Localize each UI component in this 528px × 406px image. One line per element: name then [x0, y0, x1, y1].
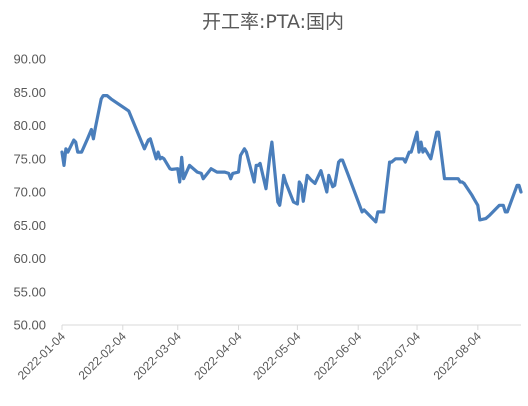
- x-tick-label: 2022-04-04: [191, 329, 245, 383]
- x-tick-label: 2022-03-04: [131, 329, 185, 383]
- series-line: [60, 93, 523, 224]
- x-axis: 2022-01-04 2022-02-04 2022-03-04 2022-04-04…: [15, 324, 521, 383]
- y-tick-label: 80.00: [13, 118, 46, 133]
- y-tick-label: 90.00: [13, 52, 46, 67]
- y-tick-label: 70.00: [13, 185, 46, 200]
- y-tick-label: 65.00: [13, 218, 46, 233]
- x-tick-label: 2022-06-04: [311, 329, 365, 383]
- y-tick-label: 60.00: [13, 251, 46, 266]
- x-tick-label: 2022-02-04: [76, 329, 130, 383]
- x-tick-label: 2022-01-04: [15, 329, 69, 383]
- y-tick-label: 50.00: [13, 318, 46, 333]
- x-tick-label: 2022-08-04: [431, 329, 485, 383]
- y-tick-label: 85.00: [13, 85, 46, 100]
- y-axis-ticks: 50.00 55.00 60.00 65.00 70.00 75.00 80.00 85.00…: [13, 52, 46, 333]
- y-tick-label: 75.00: [13, 151, 46, 166]
- chart-title: 开工率:PTA:国内: [202, 11, 344, 33]
- x-tick-label: 2022-05-04: [250, 329, 304, 383]
- x-tick-label: 2022-07-04: [370, 329, 424, 383]
- plot-area: [60, 93, 523, 224]
- y-tick-label: 55.00: [13, 284, 46, 299]
